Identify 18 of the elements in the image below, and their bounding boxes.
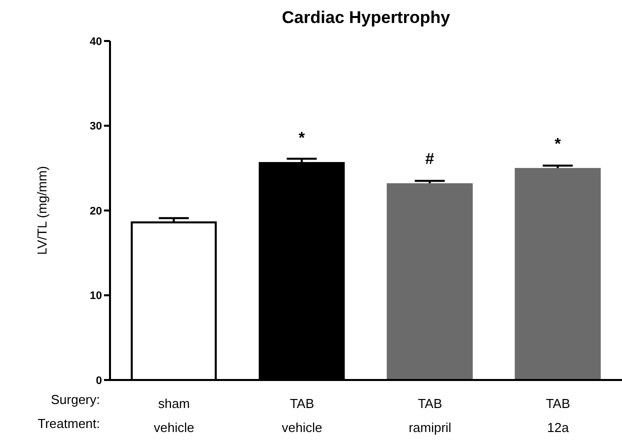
x-tick-label: TAB ramipril	[408, 396, 452, 435]
y-tick-label: 30	[90, 120, 102, 133]
y-tick-label: 10	[90, 290, 102, 302]
text: Surgery:	[50, 392, 100, 407]
x-tick-label: sham vehicle	[154, 396, 194, 435]
bar	[514, 168, 601, 380]
y-axis-title: LV/TL (mg/mm)	[34, 166, 50, 255]
bar	[386, 183, 473, 380]
x-tick-label: TAB vehicle	[282, 396, 322, 435]
data-label: *	[298, 130, 306, 148]
x-tick-label: TAB 12a	[546, 396, 570, 435]
y-tick-label: 20	[90, 205, 102, 218]
text: Treatment:	[38, 416, 100, 431]
y-tick-label: 40	[90, 36, 102, 48]
data-label: *	[554, 136, 562, 153]
y-tick-label: 0	[96, 374, 102, 387]
data-label: #	[425, 151, 434, 168]
chart-title: Cardiac Hypertrophy	[280, 8, 452, 28]
